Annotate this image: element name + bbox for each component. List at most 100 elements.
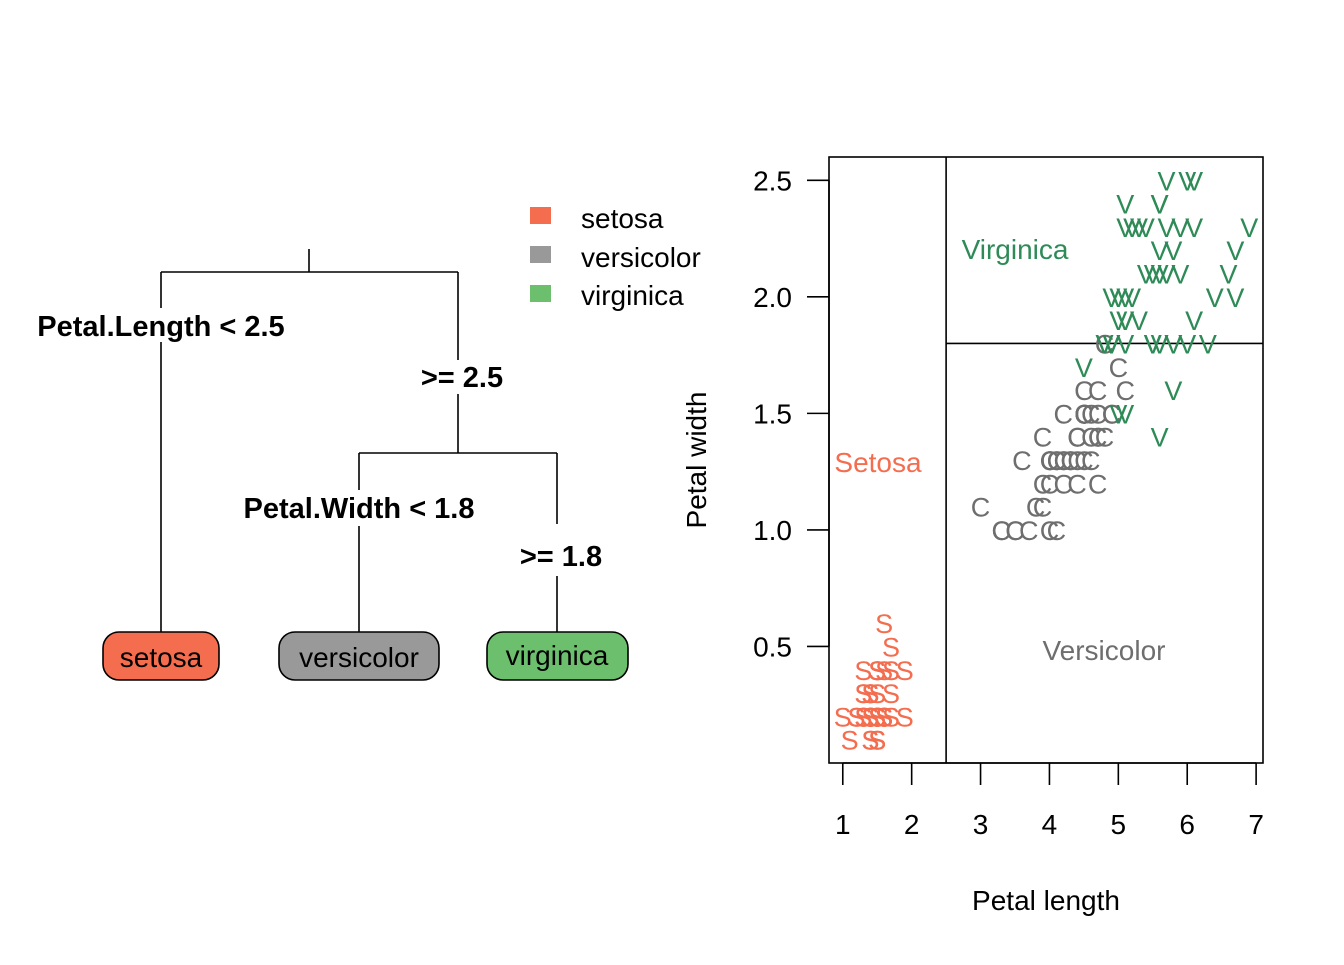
data-point-setosa: S <box>882 656 900 686</box>
data-point-versicolor: C <box>1067 469 1087 499</box>
data-point-setosa: S <box>875 702 893 732</box>
x-tick-label: 2 <box>904 809 920 840</box>
x-tick-label: 6 <box>1179 809 1195 840</box>
data-point-versicolor: C <box>1067 446 1087 476</box>
data-point-versicolor: C <box>1088 423 1108 453</box>
legend-label-setosa: setosa <box>581 203 664 234</box>
data-point-versicolor: C <box>1074 399 1094 429</box>
data-point-versicolor: C <box>1040 469 1060 499</box>
y-tick-label: 2.5 <box>753 165 792 196</box>
leaf-setosa-label: setosa <box>120 642 203 673</box>
data-point-setosa: S <box>868 702 886 732</box>
partition-lines <box>945 157 1263 763</box>
data-point-versicolor: C <box>1053 399 1073 429</box>
data-point-setosa: S <box>854 679 872 709</box>
data-point-virginica: V <box>1220 260 1238 290</box>
data-point-versicolor: C <box>1067 423 1087 453</box>
data-point-setosa: S <box>841 726 859 756</box>
legend: setosa versicolor virginica <box>530 203 701 311</box>
data-point-versicolor: C <box>1047 446 1067 476</box>
tree-second-right-label: >= 1.8 <box>520 541 602 573</box>
data-point-setosa: S <box>848 702 866 732</box>
data-point-versicolor: C <box>1019 516 1039 546</box>
x-tick-label: 5 <box>1111 809 1127 840</box>
data-point-versicolor: C <box>1074 399 1094 429</box>
data-point-setosa: S <box>868 679 886 709</box>
data-point-versicolor: C <box>1102 399 1122 429</box>
data-point-virginica: V <box>1109 306 1127 336</box>
data-point-versicolor: C <box>1074 376 1094 406</box>
data-point-setosa: S <box>868 702 886 732</box>
data-point-virginica: V <box>1130 213 1148 243</box>
data-point-virginica: V <box>1206 283 1224 313</box>
data-point-versicolor: C <box>1060 446 1080 476</box>
data-point-versicolor: C <box>1109 353 1129 383</box>
x-axis-title: Petal length <box>972 885 1120 916</box>
data-point-versicolor: C <box>1088 376 1108 406</box>
data-point-setosa: S <box>875 702 893 732</box>
data-point-setosa: S <box>861 679 879 709</box>
data-point-virginica: V <box>1116 306 1134 336</box>
data-point-versicolor: C <box>1081 423 1101 453</box>
data-point-virginica: V <box>1151 260 1169 290</box>
x-axis: 1 2 3 4 5 6 7 <box>835 762 1264 840</box>
data-point-setosa: S <box>861 702 879 732</box>
data-point-virginica: V <box>1075 353 1093 383</box>
data-point-virginica: V <box>1151 190 1169 220</box>
data-point-setosa: S <box>868 726 886 756</box>
data-point-versicolor: C <box>991 516 1011 546</box>
data-point-setosa: S <box>875 656 893 686</box>
data-point-versicolor: C <box>1053 469 1073 499</box>
data-point-setosa: S <box>868 656 886 686</box>
leaf-versicolor-box <box>278 631 440 681</box>
data-point-virginica: V <box>1151 329 1169 359</box>
data-point-setosa: S <box>875 702 893 732</box>
legend-swatch-setosa <box>530 207 551 224</box>
data-point-versicolor: C <box>1005 516 1025 546</box>
legend-label-versicolor: versicolor <box>581 242 701 273</box>
data-point-setosa: S <box>868 656 886 686</box>
data-point-versicolor: C <box>1033 423 1053 453</box>
data-point-virginica: V <box>1116 329 1134 359</box>
data-point-versicolor: C <box>1074 399 1094 429</box>
data-point-virginica: V <box>1151 190 1169 220</box>
data-point-versicolor: C <box>1088 423 1108 453</box>
data-point-versicolor: C <box>1088 399 1108 429</box>
data-point-setosa: S <box>861 702 879 732</box>
data-point-setosa: S <box>896 702 914 732</box>
data-point-setosa: S <box>861 702 879 732</box>
data-point-versicolor: C <box>1060 446 1080 476</box>
data-point-versicolor: C <box>1102 399 1122 429</box>
leaf-virginica-label: virginica <box>506 640 609 671</box>
data-point-virginica: V <box>1178 166 1196 196</box>
data-point-setosa: S <box>854 702 872 732</box>
data-point-versicolor: C <box>1033 469 1053 499</box>
data-point-versicolor: C <box>1005 516 1025 546</box>
data-point-virginica: V <box>1109 283 1127 313</box>
data-point-virginica: V <box>1158 260 1176 290</box>
data-point-setosa: S <box>861 702 879 732</box>
data-point-versicolor: C <box>1095 329 1115 359</box>
data-point-setosa: S <box>868 702 886 732</box>
data-point-setosa: S <box>861 702 879 732</box>
data-point-virginica: V <box>1102 283 1120 313</box>
data-point-setosa: S <box>868 656 886 686</box>
data-point-versicolor: C <box>1047 516 1067 546</box>
data-point-virginica: V <box>1116 283 1134 313</box>
legend-label-virginica: virginica <box>581 280 684 311</box>
region-label-versicolor: Versicolor <box>1043 635 1166 666</box>
region-label-virginica: Virginica <box>962 234 1069 265</box>
data-point-setosa: S <box>868 726 886 756</box>
data-point-virginica: V <box>1096 329 1114 359</box>
data-point-versicolor: C <box>1053 446 1073 476</box>
data-point-setosa: S <box>882 632 900 662</box>
data-point-virginica: V <box>1171 213 1189 243</box>
data-point-versicolor: C <box>1040 446 1060 476</box>
y-tick-label: 0.5 <box>753 631 792 662</box>
data-point-setosa: S <box>848 702 866 732</box>
